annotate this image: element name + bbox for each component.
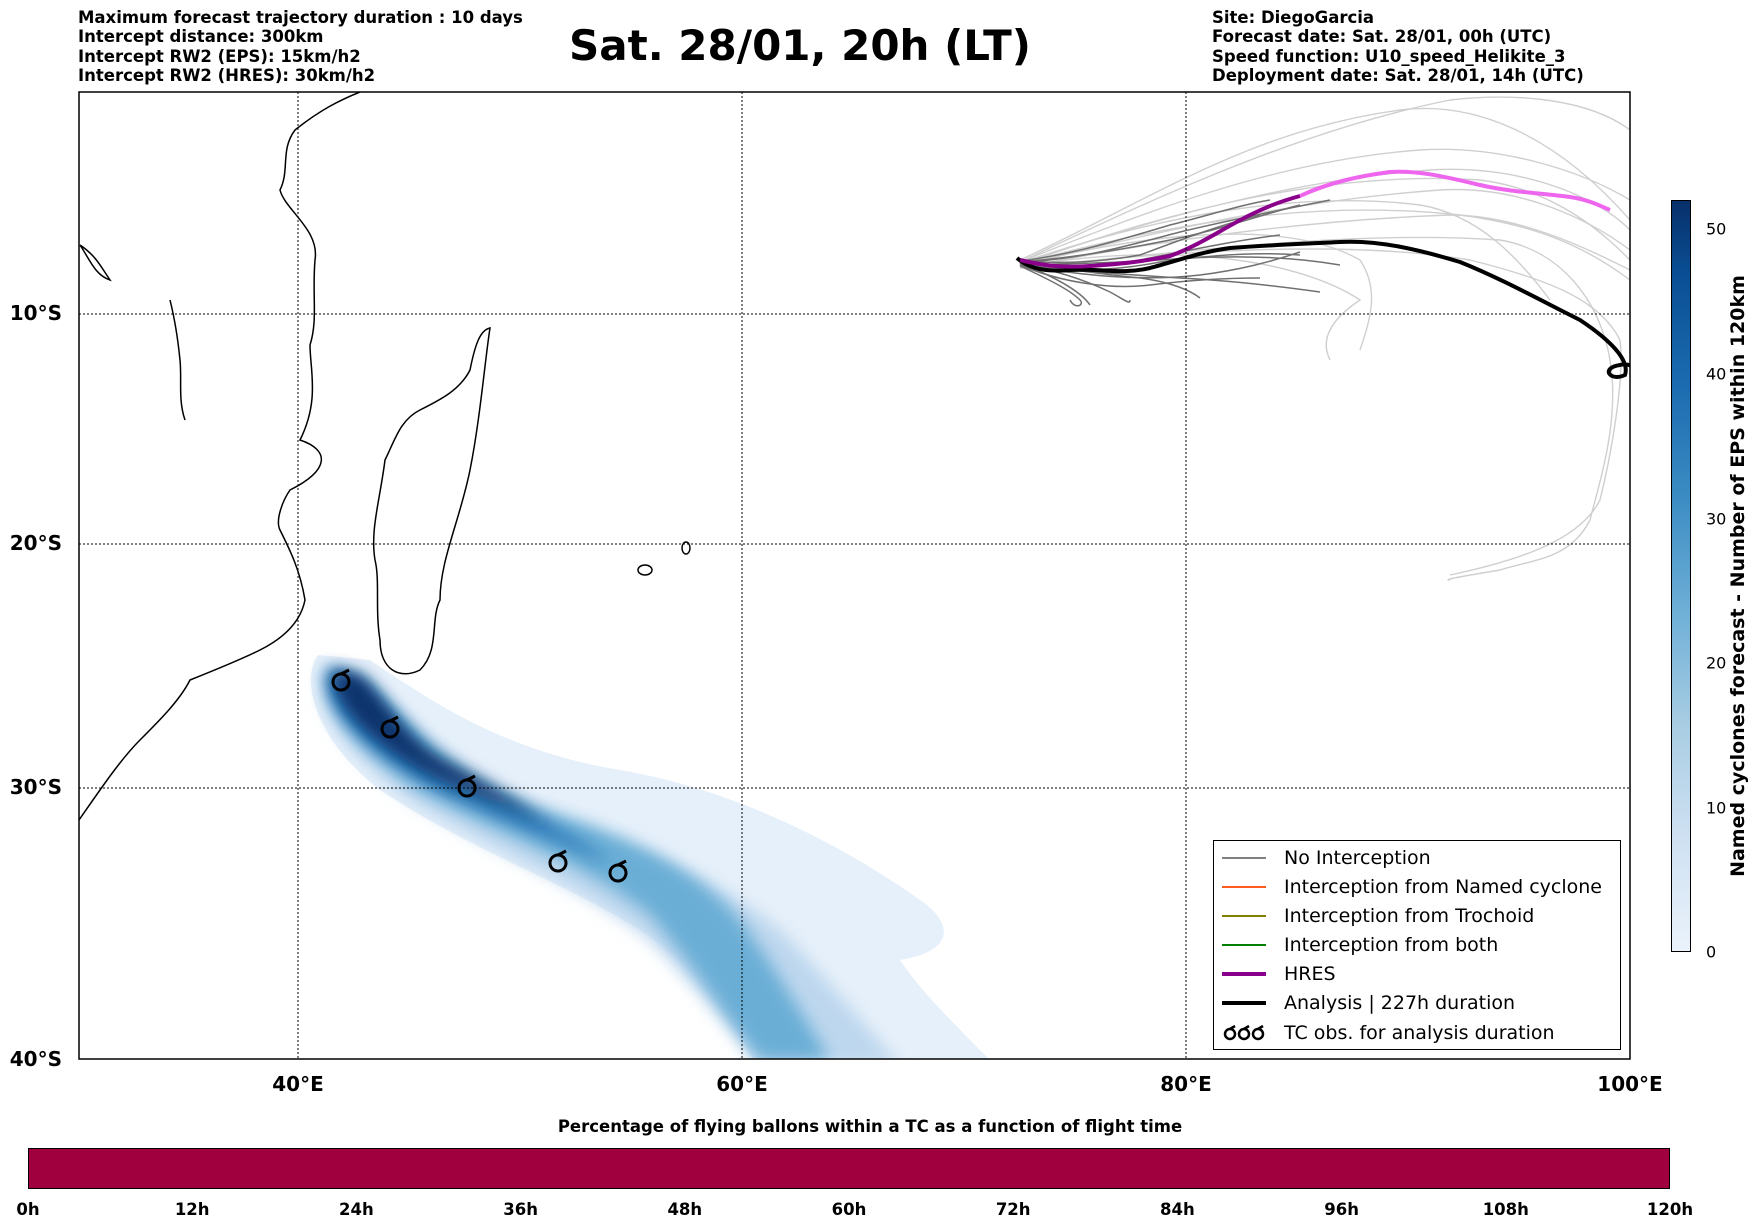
madagascar-coast: [372, 327, 491, 675]
colorbar-tick-20: 20: [1706, 653, 1727, 673]
eps-density-plume: [311, 655, 990, 1059]
header-max-duration: Maximum forecast trajectory duration : 1…: [78, 8, 523, 27]
header-intercept-eps: Intercept RW2 (EPS): 15km/h2: [78, 46, 361, 66]
legend-item-trochoid: Interception from Trochoid: [1222, 903, 1534, 929]
header-intercept-distance: Intercept distance: 300km: [78, 27, 324, 47]
flight-time-tick: 0h: [16, 1200, 40, 1219]
legend-item-named-cyclone: Interception from Named cyclone: [1222, 874, 1602, 900]
legend-item-no-interception: No Interception: [1222, 845, 1431, 871]
eps-trajectories-extended: [1019, 96, 1630, 581]
colorbar-tick-40: 40: [1706, 364, 1727, 384]
flight-time-tick: 60h: [831, 1200, 867, 1219]
flight-time-tick: 96h: [1324, 1200, 1359, 1219]
tc-symbol: [380, 715, 400, 739]
mauritius-island: [637, 564, 653, 576]
flight-time-tick: 36h: [503, 1200, 538, 1219]
map-legend: No Interception Interception from Named …: [1213, 840, 1621, 1050]
hres-trajectory-extension: [1299, 169, 1611, 212]
lon-label-40e: 40°E: [272, 1072, 324, 1096]
lat-label-10s: 10°S: [10, 301, 62, 325]
tc-observation-symbols: [331, 668, 628, 883]
tc-symbol: [548, 849, 568, 873]
map-frame: [78, 91, 1631, 1060]
grid-lines: [79, 92, 1630, 1059]
lake-coast-2: [79, 244, 112, 282]
legend-item-tc-obs: TC obs. for analysis duration: [1222, 1020, 1555, 1046]
coastlines: [79, 92, 691, 821]
plume-peak: [334, 670, 550, 825]
lat-label-20s: 20°S: [10, 531, 62, 555]
colorbar-tick-30: 30: [1706, 509, 1727, 529]
flight-time-bar-title: Percentage of flying ballons within a TC…: [557, 1117, 1183, 1136]
colorbar-tick-0: 0: [1706, 942, 1717, 962]
hres-trajectory: [1019, 194, 1301, 269]
flight-time-tick: 108h: [1482, 1200, 1529, 1219]
flight-time-percentage-bar: [28, 1148, 1670, 1189]
flight-time-tick: 12h: [174, 1200, 210, 1219]
lon-label-100e: 100°E: [1597, 1072, 1662, 1096]
page-title: Sat. 28/01, 20h (LT): [569, 21, 1031, 70]
flight-time-tick: 120h: [1646, 1200, 1694, 1219]
flight-time-tick: 72h: [995, 1200, 1031, 1219]
lat-label-30s: 30°S: [10, 775, 62, 799]
flight-time-tick: 24h: [339, 1200, 374, 1219]
legend-item-analysis: Analysis | 227h duration: [1222, 990, 1515, 1016]
lake-coast: [169, 299, 186, 421]
flight-time-tick: 48h: [667, 1200, 703, 1219]
eps-count-colorbar: [1671, 200, 1691, 952]
header-forecast-date: Forecast date: Sat. 28/01, 00h (UTC): [1212, 27, 1552, 47]
colorbar-tick-50: 50: [1706, 219, 1727, 239]
lon-label-60e: 60°E: [716, 1072, 768, 1096]
colorbar-label: Named cyclones forecast - Number of EPS …: [1727, 275, 1749, 877]
lat-label-40s: 40°S: [10, 1047, 62, 1071]
reunion-island: [681, 541, 691, 555]
header-left-info: Maximum forecast trajectory duration : 1…: [78, 8, 523, 85]
header-deployment-date: Deployment date: Sat. 28/01, 14h (UTC): [1212, 65, 1584, 85]
header-right-info: Site: DiegoGarcia Forecast date: Sat. 28…: [1212, 8, 1584, 85]
header-site: Site: DiegoGarcia: [1212, 8, 1375, 27]
tc-symbol-icon: [1222, 1023, 1266, 1043]
legend-item-hres: HRES: [1222, 961, 1336, 987]
tc-symbol: [608, 859, 628, 883]
africa-coast: [79, 92, 361, 821]
colorbar-tick-10: 10: [1706, 798, 1727, 818]
tc-symbol: [331, 668, 351, 692]
lon-label-80e: 80°E: [1160, 1072, 1212, 1096]
flight-time-tick: 84h: [1160, 1200, 1195, 1219]
header-speed-function: Speed function: U10_speed_Helikite_3: [1212, 46, 1566, 66]
legend-item-both: Interception from both: [1222, 932, 1498, 958]
header-intercept-hres: Intercept RW2 (HRES): 30km/h2: [78, 65, 376, 85]
analysis-trajectory: [1015, 239, 1630, 379]
